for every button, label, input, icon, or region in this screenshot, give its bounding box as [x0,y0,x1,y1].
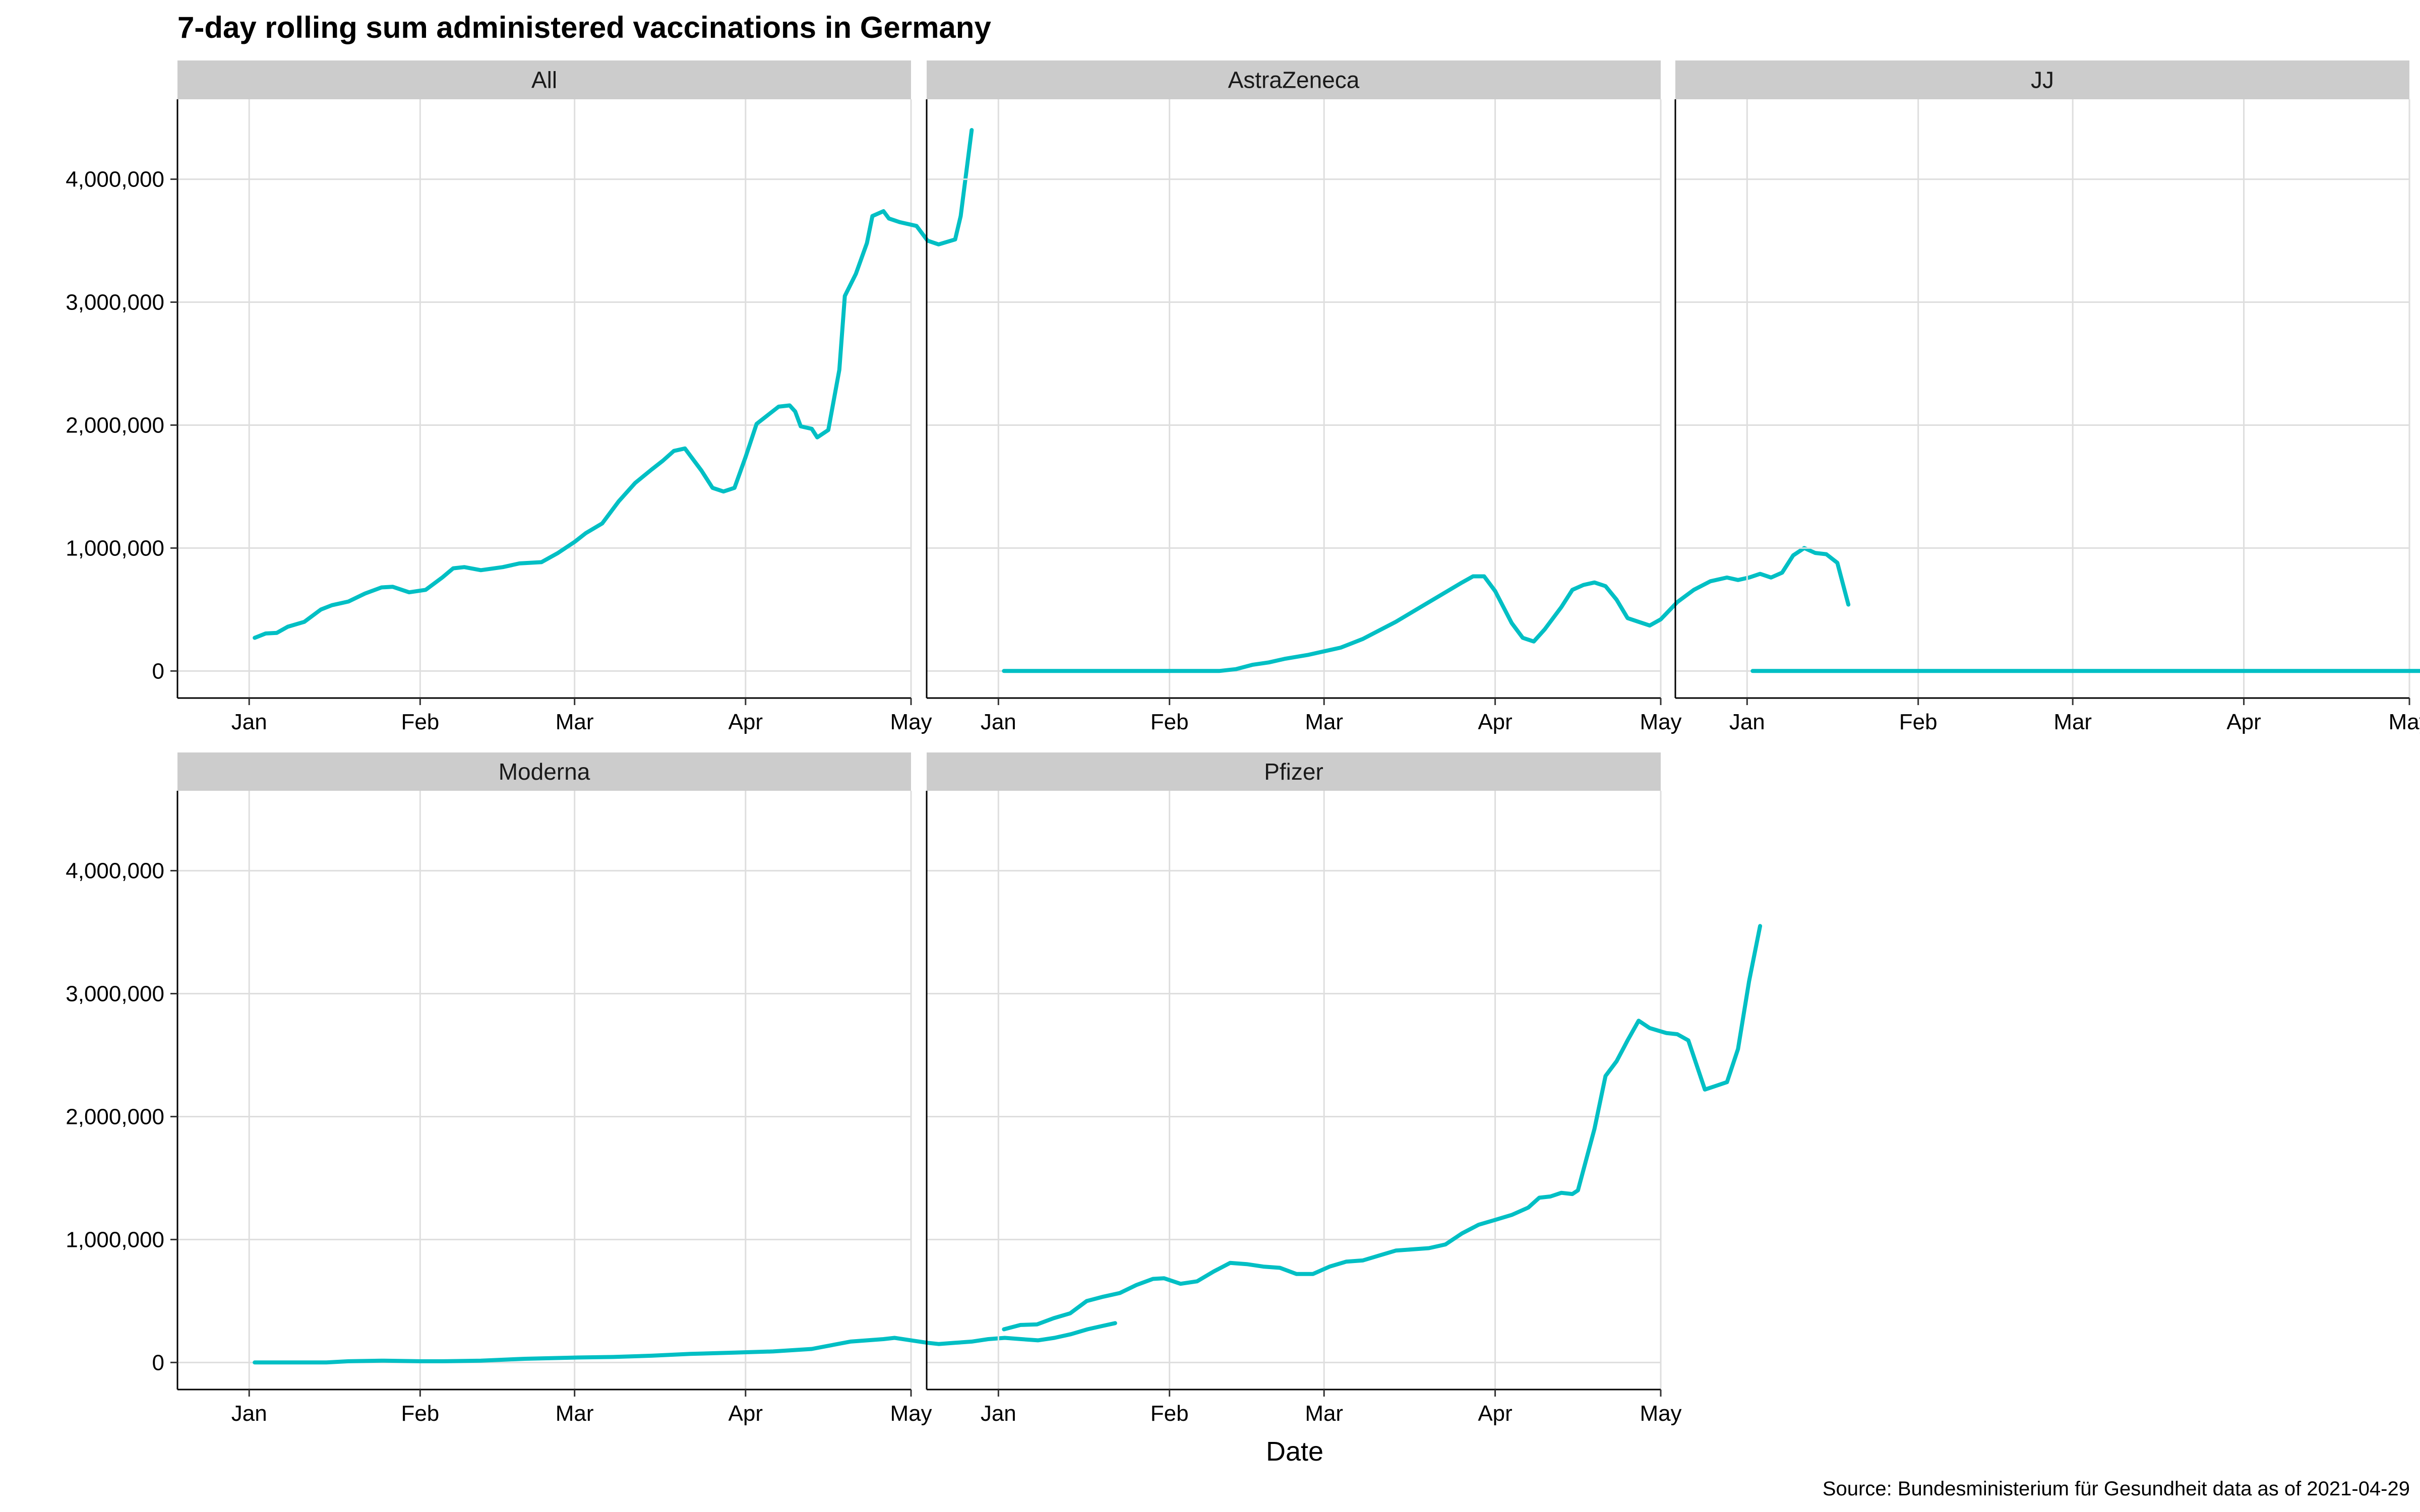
facet-jj: JJ Jan Feb Mar Apr May [1674,60,2420,734]
facet-panels: All Jan Feb Mar Apr May 0 1,000,000 2,000,000 3,0… [66,60,2420,1426]
facet-strip [177,60,911,99]
y-tick-label: 4,000,000 [66,167,164,192]
y-tick-label: 3,000,000 [66,982,164,1006]
facet-moderna: Moderna Jan Feb Mar Apr May 0 1,000,000 2,000,00… [66,752,1117,1426]
facet-strip [1675,60,2409,99]
x-tick-label: Mar [556,1401,594,1426]
chart-title: 7-day rolling sum administered vaccinati… [177,11,991,44]
x-tick-label: May [2388,710,2420,734]
facet-strip [927,752,1661,791]
chart-caption: Source: Bundesministerium für Gesundheit… [1823,1478,2410,1500]
y-tick-label: 2,000,000 [66,413,164,437]
x-tick-label: Apr [729,710,763,734]
facet-strip-label: Pfizer [1264,759,1323,785]
x-tick-label: May [1640,710,1681,734]
x-tick-label: Mar [1305,1401,1343,1426]
facet-all: All Jan Feb Mar Apr May 0 1,000,000 2,000,000 3,0… [66,60,974,734]
x-tick-label: Apr [2226,710,2261,734]
x-tick-label: May [890,710,932,734]
x-tick-label: Feb [401,710,439,734]
facet-strip-label: JJ [2031,67,2054,93]
x-tick-label: May [890,1401,932,1426]
x-tick-label: Feb [1899,710,1938,734]
x-tick-label: May [1640,1401,1681,1426]
series-line-moderna [253,1321,1117,1365]
y-tick-label: 1,000,000 [66,1227,164,1252]
x-tick-label: Jan [1729,710,1765,734]
x-tick-label: Apr [1478,1401,1512,1426]
facet-pfizer: Pfizer Jan Feb Mar Apr May [926,752,1763,1426]
facet-strip-label: Moderna [499,759,590,785]
x-tick-label: Jan [981,710,1016,734]
x-tick-label: Mar [1305,710,1343,734]
series-line-astrazeneca [1002,546,1851,673]
facet-strip-label: All [531,67,557,93]
facet-strip-label: AstraZeneca [1228,67,1360,93]
facet-astrazeneca: AstraZeneca Jan Feb Mar Apr May [926,60,1851,734]
y-tick-label: 4,000,000 [66,859,164,884]
y-tick-label: 0 [152,1350,164,1375]
x-tick-label: Feb [1151,710,1189,734]
series-line-all [253,128,974,640]
x-tick-label: Feb [401,1401,439,1426]
y-tick-label: 0 [152,659,164,683]
x-tick-label: Jan [981,1401,1016,1426]
series-line-pfizer [1002,924,1763,1332]
y-tick-label: 2,000,000 [66,1104,164,1129]
y-tick-label: 1,000,000 [66,536,164,560]
facet-strip [177,752,911,791]
x-tick-label: Mar [2053,710,2092,734]
x-tick-label: Apr [729,1401,763,1426]
x-axis-title: Date [1266,1436,1323,1467]
facet-strip [927,60,1661,99]
x-tick-label: Jan [231,710,267,734]
x-tick-label: Apr [1478,710,1512,734]
x-tick-label: Mar [556,710,594,734]
x-tick-label: Jan [231,1401,267,1426]
y-tick-label: 3,000,000 [66,290,164,315]
x-tick-label: Feb [1151,1401,1189,1426]
